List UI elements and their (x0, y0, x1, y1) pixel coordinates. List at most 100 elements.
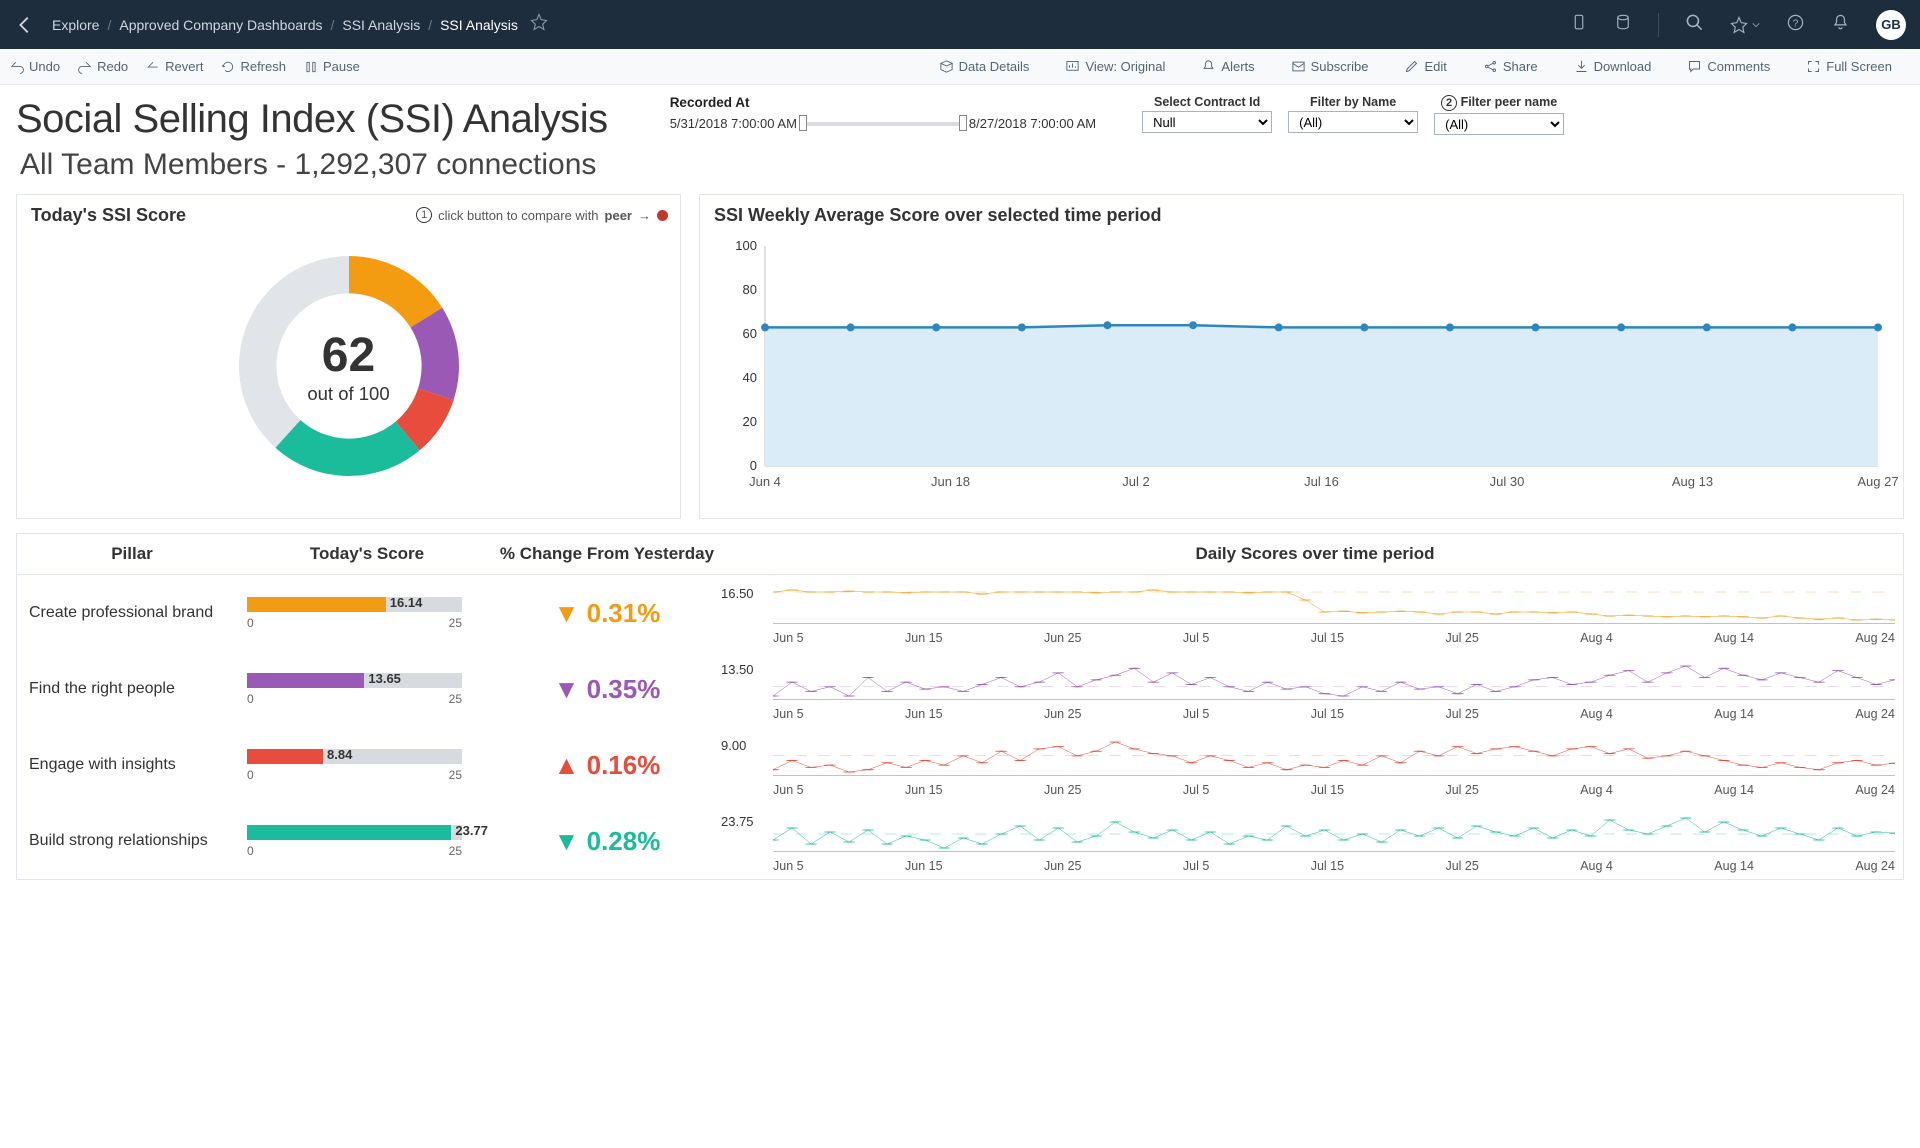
recorded-slider[interactable] (803, 122, 963, 126)
filter-contract-select[interactable]: Null (1142, 111, 1272, 133)
weekly-panel-title: SSI Weekly Average Score over selected t… (700, 195, 1903, 236)
user-avatar[interactable]: GB (1876, 10, 1906, 40)
breadcrumb-dashboards[interactable]: Approved Company Dashboards (119, 17, 322, 33)
filter-peer: 2 Filter peer name (All) (1434, 95, 1564, 135)
breadcrumb: Explore / Approved Company Dashboards / … (52, 17, 518, 33)
pillar-row: Build strong relationships23.77025▼ 0.28… (17, 803, 1903, 879)
col-score: Today's Score (247, 534, 487, 574)
svg-text:20: 20 (743, 414, 757, 429)
svg-text:60: 60 (743, 326, 757, 341)
svg-text:0: 0 (750, 458, 757, 473)
svg-text:40: 40 (743, 370, 757, 385)
top-nav: Explore / Approved Company Dashboards / … (0, 0, 1920, 49)
svg-text:Aug 27: Aug 27 (1857, 474, 1898, 489)
weekly-chart: 0 20 40 60 80 100 Jun 4 Jun 18 Jul 2 Jul 16 Jul 30… (700, 236, 1903, 506)
pillar-row: Find the right people13.65025▼ 0.35%13.5… (17, 651, 1903, 727)
svg-text:80: 80 (743, 282, 757, 297)
pillar-score-bar: 8.84025 (247, 743, 487, 788)
alerts-button[interactable]: Alerts (1201, 59, 1254, 74)
svg-text:Jun 18: Jun 18 (931, 474, 970, 489)
toolbar: Undo Redo Revert Refresh Pause Data Deta… (0, 49, 1920, 85)
ssi-score-panel: Today's SSI Score 1 click button to comp… (16, 194, 681, 519)
pillar-sparkline: 13.50Jun 5Jun 15Jun 25Jul 5Jul 15Jul 25A… (727, 658, 1903, 721)
favorite-star-icon[interactable] (530, 13, 548, 36)
pillar-change: ▼ 0.35% (487, 674, 727, 705)
breadcrumb-sep: / (428, 17, 432, 33)
peer-toggle-dot[interactable] (657, 210, 668, 221)
pillar-row: Create professional brand16.14025▼ 0.31%… (17, 575, 1903, 651)
svg-text:Jun 4: Jun 4 (749, 474, 781, 489)
filter-peer-select[interactable]: (All) (1434, 113, 1564, 135)
view-button[interactable]: View: Original (1065, 59, 1165, 74)
page-subtitle: All Team Members - 1,292,307 connections (0, 142, 1920, 192)
slider-handle-right[interactable] (959, 115, 967, 131)
svg-text:Jul 2: Jul 2 (1122, 474, 1149, 489)
svg-text:Aug 13: Aug 13 (1672, 474, 1713, 489)
undo-button[interactable]: Undo (10, 59, 60, 74)
col-change: % Change From Yesterday (487, 534, 727, 574)
download-button[interactable]: Download (1574, 59, 1652, 74)
col-pillar: Pillar (17, 534, 247, 574)
filter-contract: Select Contract Id Null (1142, 95, 1272, 135)
recorded-end: 8/27/2018 7:00:00 AM (969, 116, 1096, 131)
pillar-sparkline: 23.75Jun 5Jun 15Jun 25Jul 5Jul 15Jul 25A… (727, 810, 1903, 873)
recorded-at-label: Recorded At (670, 95, 1096, 110)
edit-button[interactable]: Edit (1404, 59, 1446, 74)
pillar-name: Create professional brand (17, 598, 247, 628)
filter-peer-label: 2 Filter peer name (1434, 95, 1564, 111)
bell-icon[interactable] (1831, 13, 1850, 37)
pillar-score-bar: 16.14025 (247, 591, 487, 636)
pillar-change: ▲ 0.16% (487, 750, 727, 781)
search-icon[interactable] (1685, 13, 1704, 37)
filter-name-select[interactable]: (All) (1288, 111, 1418, 133)
pillar-name: Engage with insights (17, 750, 247, 780)
breadcrumb-current: SSI Analysis (440, 17, 518, 33)
svg-text:Jul 30: Jul 30 (1490, 474, 1525, 489)
slider-handle-left[interactable] (799, 115, 807, 131)
pillar-sparkline: 16.50Jun 5Jun 15Jun 25Jul 5Jul 15Jul 25A… (727, 582, 1903, 645)
ssi-donut-chart: 62 out of 100 (17, 236, 680, 496)
ssi-score-outof: out of 100 (307, 383, 389, 405)
svg-text:Jul 16: Jul 16 (1304, 474, 1339, 489)
star-dropdown-icon[interactable] (1730, 16, 1760, 34)
refresh-button[interactable]: Refresh (221, 59, 286, 74)
breadcrumb-ssi-parent[interactable]: SSI Analysis (342, 17, 420, 33)
breadcrumb-explore[interactable]: Explore (52, 17, 99, 33)
nav-divider (1658, 13, 1659, 37)
comments-button[interactable]: Comments (1687, 59, 1770, 74)
breadcrumb-sep: / (330, 17, 334, 33)
weekly-avg-panel: SSI Weekly Average Score over selected t… (699, 194, 1904, 519)
svg-text:100: 100 (735, 238, 757, 253)
data-details-button[interactable]: Data Details (939, 59, 1030, 74)
share-button[interactable]: Share (1483, 59, 1538, 74)
ssi-score-value: 62 (307, 328, 389, 383)
pillar-name: Find the right people (17, 674, 247, 704)
pillar-row: Engage with insights8.84025▲ 0.16%9.00Ju… (17, 727, 1903, 803)
datasource-icon[interactable] (1614, 13, 1632, 36)
redo-button[interactable]: Redo (78, 59, 128, 74)
revert-button[interactable]: Revert (146, 59, 203, 74)
pillar-name: Build strong relationships (17, 826, 247, 856)
fullscreen-button[interactable]: Full Screen (1806, 59, 1892, 74)
help-icon[interactable]: ? (1786, 13, 1805, 37)
pillar-sparkline: 9.00Jun 5Jun 15Jun 25Jul 5Jul 15Jul 25Au… (727, 734, 1903, 797)
subscribe-button[interactable]: Subscribe (1291, 59, 1369, 74)
compare-peer-note: 1 click button to compare with peer → (416, 207, 668, 223)
filter-bar: Select Contract Id Null Filter by Name (… (1142, 91, 1564, 135)
pause-button[interactable]: Pause (304, 59, 360, 74)
pillar-table: Pillar Today's Score % Change From Yeste… (16, 533, 1904, 880)
pillar-change: ▼ 0.28% (487, 826, 727, 857)
page-title: Social Selling Index (SSI) Analysis (16, 97, 608, 142)
col-daily: Daily Scores over time period (727, 534, 1903, 574)
pillar-score-bar: 23.77025 (247, 819, 487, 864)
pillar-change: ▼ 0.31% (487, 598, 727, 629)
recorded-at-filter: Recorded At 5/31/2018 7:00:00 AM 8/27/20… (670, 91, 1096, 131)
recorded-start: 5/31/2018 7:00:00 AM (670, 116, 797, 131)
filter-contract-label: Select Contract Id (1142, 95, 1272, 109)
filter-name: Filter by Name (All) (1288, 95, 1418, 135)
breadcrumb-sep: / (107, 17, 111, 33)
filter-name-label: Filter by Name (1288, 95, 1418, 109)
back-arrow-icon[interactable] (14, 14, 36, 36)
device-icon[interactable] (1570, 13, 1588, 36)
pillar-score-bar: 13.65025 (247, 667, 487, 712)
